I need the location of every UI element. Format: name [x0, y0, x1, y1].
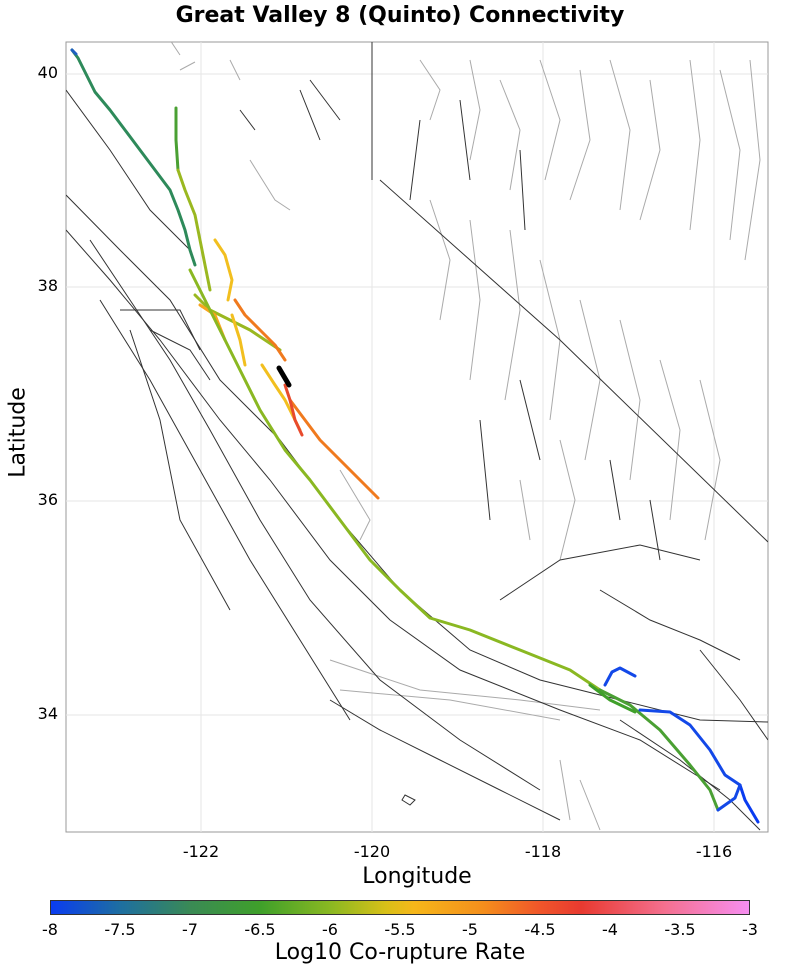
- rupture-target-section: [276, 365, 292, 388]
- rupture-southern-b: [738, 783, 760, 824]
- colorbar-tick: -3: [742, 920, 758, 939]
- plot-area: [65, 41, 769, 833]
- y-tick: 34: [37, 704, 58, 723]
- colorbar-label: Log10 Co-rupture Rate: [274, 940, 526, 965]
- rupture-southern-d: [603, 666, 637, 687]
- rupture-northern-section: [70, 48, 197, 267]
- x-tick: -120: [353, 842, 391, 861]
- x-axis-label: Longitude: [362, 864, 472, 889]
- y-tick: 36: [37, 490, 58, 509]
- colorbar-tick: -7.5: [104, 920, 136, 939]
- colorbar-tick: -5: [462, 920, 478, 939]
- rupture-central-valley-j: [283, 383, 304, 437]
- chart-title: Great Valley 8 (Quinto) Connectivity: [175, 3, 625, 28]
- colorbar-tick: -8: [42, 920, 58, 939]
- x-tick: -116: [695, 842, 733, 861]
- rupture-central-valley-f: [233, 298, 287, 362]
- colorbar-tick: -6.5: [244, 920, 276, 939]
- y-tick: 40: [37, 63, 58, 82]
- background-faults: [66, 42, 768, 831]
- rupture-central-valley-b: [176, 168, 212, 292]
- colorbar-tick: -3.5: [664, 920, 696, 939]
- y-axis-label: Latitude: [5, 387, 31, 478]
- rupture-san-andreas-central: [188, 268, 602, 692]
- rupture-southern-e: [588, 683, 637, 714]
- colorbar-tick: -4: [602, 920, 618, 939]
- x-tick: -118: [524, 842, 562, 861]
- colorbar-tick: -6: [322, 920, 338, 939]
- rupture-northern-top: [70, 48, 78, 56]
- rupture-sections: [70, 48, 760, 824]
- rupture-central-valley-g: [230, 313, 247, 367]
- colorbar: [50, 900, 750, 915]
- colorbar-tick: -4.5: [524, 920, 556, 939]
- colorbar-tick: -5.5: [384, 920, 416, 939]
- rupture-central-valley-c: [213, 238, 234, 302]
- colorbar-tick: -7: [182, 920, 198, 939]
- y-tick: 38: [37, 276, 58, 295]
- rupture-southern-a: [638, 708, 742, 787]
- rupture-central-valley-a: [174, 106, 180, 172]
- rupture-central-valley-i: [288, 398, 380, 500]
- x-tick: -122: [182, 842, 220, 861]
- rupture-san-andreas-south: [598, 688, 720, 812]
- rupture-southern-c: [716, 783, 742, 812]
